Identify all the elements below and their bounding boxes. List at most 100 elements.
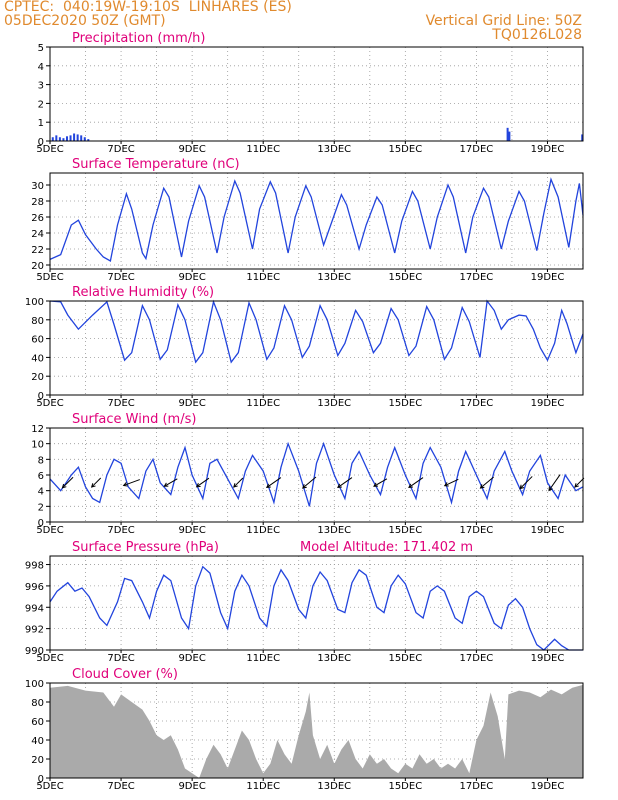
x-tick-label: 17DEC — [460, 525, 494, 536]
x-tick-label: 9DEC — [178, 272, 205, 283]
panel-title: Surface Temperature (nC) — [72, 157, 240, 172]
x-tick-label: 15DEC — [388, 272, 422, 283]
panel-title: Cloud Cover (%) — [72, 667, 178, 682]
y-tick-label: 100 — [25, 679, 44, 690]
y-tick-label: 20 — [31, 372, 44, 383]
y-tick-label: 8 — [38, 455, 44, 466]
x-tick-label: 11DEC — [246, 781, 280, 792]
y-tick-label: 28 — [31, 197, 44, 208]
x-tick-label: 17DEC — [460, 272, 494, 283]
panel-wind: 0 2 4 6 8 10 12 5DEC 7DEC 9DEC 11DEC 13DEC 15DEC 17DE… — [31, 412, 585, 536]
x-tick-label: 19DEC — [531, 272, 565, 283]
y-tick-label: 12 — [31, 424, 44, 435]
y-tick-label: 100 — [25, 297, 44, 308]
wind-arrow-head — [90, 483, 96, 488]
y-tick-label: 20 — [31, 261, 44, 272]
panel-frame — [49, 300, 584, 396]
wind-arrow-shaft — [337, 477, 353, 488]
cloud-area — [50, 684, 583, 778]
x-tick-label: 9DEC — [178, 398, 205, 409]
x-tick-label: 5DEC — [36, 653, 63, 664]
wind-arrow-head — [479, 484, 485, 489]
x-tick-label: 9DEC — [178, 525, 205, 536]
x-tick-label: 7DEC — [107, 398, 134, 409]
x-tick-label: 9DEC — [178, 144, 205, 155]
x-tick-label: 13DEC — [317, 272, 351, 283]
y-tick-label: 40 — [31, 736, 44, 747]
precip-bar — [55, 135, 58, 141]
wind-arrow-head — [195, 483, 201, 488]
wind-arrow-shaft — [266, 477, 282, 488]
wind-arrow — [408, 477, 424, 489]
wind-arrow-shaft — [480, 476, 494, 489]
y-tick-label: 4 — [38, 487, 44, 498]
wind-arrow — [479, 476, 494, 489]
precip-bar — [73, 133, 76, 141]
panel-pressure: 990 992 994 996 998 5DEC 7DEC 9DEC 11DEC 13DEC 15D… — [25, 540, 584, 664]
y-tick-label: 996 — [25, 582, 44, 593]
x-tick-label: 5DEC — [36, 781, 63, 792]
y-tick-label: 2 — [38, 99, 44, 110]
panel-temperature: 20 22 24 26 28 30 5DEC 7DEC 9DEC 11DEC 13DEC 15DEC 1… — [31, 157, 584, 283]
wind-arrow-shaft — [164, 478, 178, 487]
x-tick-label: 11DEC — [246, 398, 280, 409]
pressure-line — [49, 565, 583, 651]
wind-arrow-shaft — [302, 476, 317, 489]
wind-arrow — [265, 477, 282, 489]
y-tick-label: 0 — [38, 391, 44, 402]
precip-bar — [62, 138, 65, 141]
x-tick-label: 17DEC — [460, 398, 494, 409]
panel-frame — [49, 427, 584, 523]
y-tick-label: 20 — [31, 755, 44, 766]
precip-bar — [581, 134, 584, 141]
x-tick-label: 11DEC — [246, 272, 280, 283]
wind-arrow-shaft — [91, 477, 102, 488]
precip-bar — [83, 137, 86, 141]
y-tick-label: 40 — [31, 353, 44, 364]
wind-arrow-head — [443, 482, 449, 487]
y-tick-label: 10 — [31, 440, 44, 451]
wind-arrow-head — [265, 483, 271, 489]
wind-arrow-shaft — [196, 477, 210, 488]
wind-arrow — [61, 476, 74, 489]
y-tick-label: 0 — [38, 518, 44, 529]
wind-arrow-shaft — [233, 477, 244, 488]
y-tick-label: 990 — [25, 646, 44, 657]
station-info: CPTEC: 040:19W-19:10S LINHARES (ES) — [4, 0, 292, 15]
y-tick-label: 22 — [31, 245, 44, 256]
x-tick-label: 7DEC — [107, 144, 134, 155]
wind-arrow-head — [302, 484, 307, 489]
wind-arrow-head — [61, 483, 67, 489]
y-tick-label: 992 — [25, 625, 44, 636]
wind-arrow-head — [163, 482, 169, 487]
y-tick-label: 3 — [38, 81, 44, 92]
x-tick-label: 11DEC — [246, 653, 280, 664]
y-tick-label: 60 — [31, 335, 44, 346]
precip-bar — [58, 137, 61, 141]
x-tick-label: 5DEC — [36, 525, 63, 536]
wind-arrow-shaft — [444, 478, 459, 487]
x-tick-label: 9DEC — [178, 653, 205, 664]
precip-bar — [506, 127, 509, 141]
y-tick-label: 0 — [38, 774, 44, 785]
panel-frame — [49, 555, 584, 651]
wind-arrow-shaft — [123, 479, 140, 486]
x-tick-label: 7DEC — [107, 272, 134, 283]
precip-bar — [87, 139, 90, 141]
wind-arrow-head — [337, 483, 342, 489]
x-tick-label: 15DEC — [388, 525, 422, 536]
x-tick-label: 15DEC — [388, 781, 422, 792]
x-tick-label: 15DEC — [388, 653, 422, 664]
panel-title: Relative Humidity (%) — [72, 285, 214, 300]
x-tick-label: 19DEC — [531, 398, 565, 409]
wind-line — [49, 441, 584, 507]
panel-frame — [49, 172, 584, 270]
wind-arrow-head — [373, 482, 378, 487]
x-tick-label: 13DEC — [317, 653, 351, 664]
panel-annotation: Model Altitude: 171.402 m — [300, 540, 473, 555]
panel-precipitation: 0 1 2 3 4 5 5DEC 7DEC 9DEC 11DEC 13DEC 15DEC 17DEC 19… — [36, 31, 584, 155]
temperature-line — [49, 177, 584, 263]
x-tick-label: 13DEC — [317, 398, 351, 409]
y-tick-label: 0 — [38, 137, 44, 148]
